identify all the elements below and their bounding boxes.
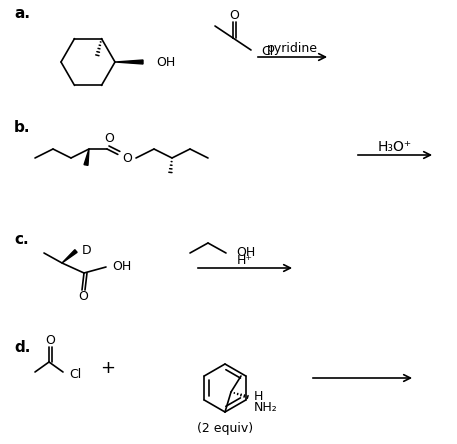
Text: Cl: Cl [261, 45, 273, 59]
Text: D: D [82, 243, 91, 257]
Text: +: + [101, 359, 116, 377]
Polygon shape [84, 149, 89, 165]
Text: (2 equiv): (2 equiv) [197, 421, 253, 435]
Text: a.: a. [14, 7, 30, 21]
Text: b.: b. [14, 120, 31, 135]
Text: O: O [45, 334, 55, 348]
Text: O: O [104, 132, 114, 146]
Text: OH: OH [112, 259, 131, 273]
Text: pyridine: pyridine [266, 43, 318, 56]
Text: H: H [254, 389, 263, 403]
Text: H₃O⁺: H₃O⁺ [378, 140, 412, 154]
Text: O: O [78, 289, 88, 302]
Text: H⁺: H⁺ [237, 254, 253, 266]
Text: Cl: Cl [69, 368, 81, 381]
Text: d.: d. [14, 340, 30, 354]
Text: c.: c. [14, 233, 29, 247]
Polygon shape [62, 250, 77, 263]
Text: OH: OH [236, 246, 255, 259]
Polygon shape [115, 60, 143, 64]
Text: NH₂: NH₂ [254, 400, 278, 413]
Text: OH: OH [156, 56, 175, 68]
Text: O: O [122, 151, 132, 164]
Text: O: O [229, 9, 239, 23]
